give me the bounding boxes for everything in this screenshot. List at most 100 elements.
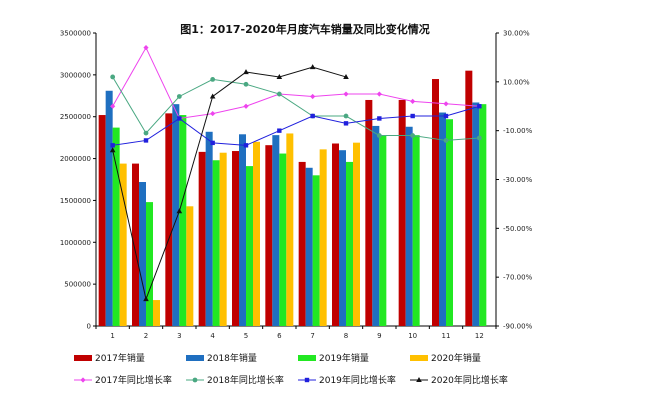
line-point-2 — [210, 76, 216, 82]
line-point-1 — [310, 93, 316, 100]
line-point-2 — [476, 135, 482, 141]
bar-1-12 — [465, 70, 473, 327]
bar-3-2 — [146, 202, 153, 326]
line-point-2 — [410, 133, 416, 138]
bar-1-8 — [332, 143, 339, 326]
legend-bar-swatch — [186, 355, 204, 361]
line-point-3 — [343, 121, 349, 126]
line-series-1 — [112, 46, 480, 120]
line-point-1 — [410, 98, 416, 104]
bar-2-5 — [239, 134, 246, 326]
line-point-4 — [276, 73, 283, 79]
y-tick-label-right: 10.00% — [503, 78, 530, 86]
line-point-2 — [443, 138, 449, 143]
bar-4-4 — [219, 152, 227, 326]
legend-bar-swatch — [410, 355, 428, 361]
line-point-3 — [277, 128, 282, 133]
y-tick-label-right: -30.00% — [503, 176, 533, 184]
bar-2-8 — [339, 150, 346, 326]
bar-1-11 — [432, 79, 439, 327]
line-point-2 — [110, 74, 116, 80]
x-tick-label: 2 — [144, 332, 148, 340]
legend-label: 2019年同比增长率 — [319, 374, 396, 386]
bar-3-9 — [379, 135, 387, 326]
legend-label: 2018年销量 — [207, 352, 257, 364]
bar-4-3 — [186, 206, 194, 326]
x-tick-label: 8 — [344, 332, 348, 340]
x-tick-label: 4 — [210, 332, 215, 340]
legend-bar-swatch — [74, 355, 92, 361]
line-point-3 — [143, 138, 149, 143]
bar-2-7 — [305, 167, 313, 326]
x-tick-label: 6 — [277, 332, 282, 340]
x-tick-label: 10 — [408, 332, 417, 340]
y-tick-label-left: 500000 — [64, 281, 91, 289]
y-tick-label-right: -50.00% — [503, 225, 533, 233]
bar-4-2 — [153, 300, 160, 326]
y-tick-label-left: 3500000 — [60, 30, 91, 38]
line-point-3 — [377, 116, 382, 121]
legend-marker — [304, 377, 310, 383]
y-tick-label-right: 30.00% — [503, 30, 530, 38]
bar-3-3 — [179, 115, 187, 326]
legend-bar-swatch — [298, 355, 316, 361]
plot-area: 0 500000 1000000 1500000 2000000 2500000 30000… — [60, 30, 533, 341]
legend-label: 2018年同比增长率 — [207, 374, 284, 386]
y-tick-label-left: 1500000 — [60, 197, 91, 205]
bar-3-11 — [446, 119, 453, 327]
line-point-4 — [343, 73, 349, 79]
x-tick-label: 5 — [244, 332, 248, 340]
legend-label: 2020年销量 — [431, 352, 481, 364]
line-point-2 — [376, 133, 382, 138]
legend-label: 2019年销量 — [319, 352, 369, 364]
line-point-3 — [243, 143, 249, 148]
bar-3-6 — [279, 153, 287, 326]
bar-4-8 — [353, 142, 360, 326]
legend-marker — [416, 377, 422, 382]
bar-3-7 — [312, 175, 320, 326]
y-tick-label-left: 3000000 — [60, 71, 91, 79]
bar-2-12 — [472, 102, 480, 327]
line-series-4 — [112, 66, 347, 301]
line-point-1 — [443, 101, 449, 107]
line-point-4 — [109, 147, 116, 153]
bar-1-7 — [298, 161, 306, 326]
legend-label: 2017年销量 — [95, 352, 145, 364]
line-point-4 — [309, 64, 316, 70]
line-point-3 — [410, 113, 415, 119]
line-point-1 — [110, 103, 116, 109]
y-tick-label-left: 2500000 — [60, 113, 91, 121]
y-tick-label-left: 2000000 — [60, 155, 91, 163]
bar-1-1 — [98, 115, 106, 326]
line-point-4 — [209, 93, 216, 99]
bar-4-6 — [286, 133, 294, 326]
bar-4-1 — [119, 163, 127, 326]
line-point-1 — [143, 45, 149, 51]
bar-1-6 — [265, 145, 273, 326]
line-point-4 — [176, 208, 183, 214]
bar-2-10 — [405, 126, 413, 326]
bar-1-9 — [365, 99, 373, 326]
line-point-4 — [243, 69, 249, 75]
bar-2-11 — [439, 112, 446, 327]
line-point-3 — [177, 116, 182, 121]
line-point-2 — [243, 81, 249, 87]
bar-1-2 — [132, 163, 139, 326]
x-tick-label: 1 — [110, 332, 114, 340]
y-tick-label-right: -70.00% — [503, 274, 533, 282]
y-tick-label-left: 0 — [87, 323, 91, 331]
bar-1-4 — [198, 151, 206, 326]
line-point-3 — [477, 104, 482, 109]
bar-3-4 — [212, 160, 220, 326]
x-tick-label: 3 — [177, 332, 181, 340]
line-point-2 — [143, 130, 149, 136]
bar-4-5 — [253, 141, 260, 326]
line-point-3 — [310, 113, 315, 119]
line-point-2 — [343, 113, 349, 119]
line-point-1 — [376, 91, 382, 97]
bar-2-1 — [105, 90, 113, 327]
line-point-2 — [176, 94, 182, 99]
bar-2-3 — [172, 104, 180, 327]
line-series-3 — [112, 105, 480, 146]
bar-1-10 — [398, 99, 406, 326]
